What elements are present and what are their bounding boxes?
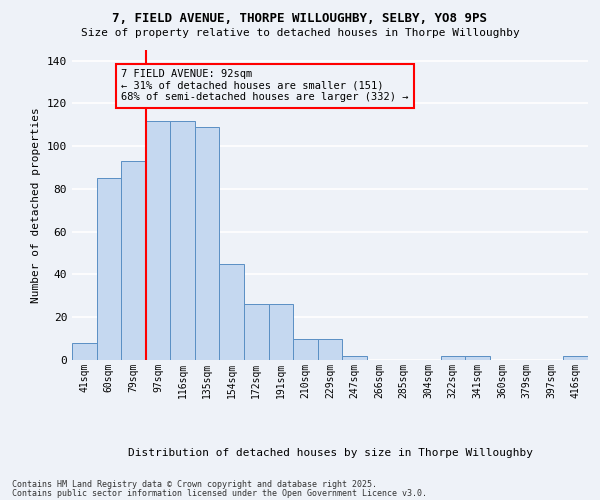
Bar [465, 356, 490, 360]
Bar [293, 338, 318, 360]
Bar [440, 356, 465, 360]
Y-axis label: Number of detached properties: Number of detached properties [31, 107, 41, 303]
Bar [146, 120, 170, 360]
Bar [563, 356, 588, 360]
Text: Size of property relative to detached houses in Thorpe Willoughby: Size of property relative to detached ho… [80, 28, 520, 38]
X-axis label: Distribution of detached houses by size in Thorpe Willoughby: Distribution of detached houses by size … [128, 448, 533, 458]
Bar [121, 161, 146, 360]
Bar [97, 178, 121, 360]
Text: Contains HM Land Registry data © Crown copyright and database right 2025.: Contains HM Land Registry data © Crown c… [12, 480, 377, 489]
Bar [195, 127, 220, 360]
Text: Contains public sector information licensed under the Open Government Licence v3: Contains public sector information licen… [12, 488, 427, 498]
Bar [170, 120, 195, 360]
Bar [244, 304, 269, 360]
Bar [318, 338, 342, 360]
Bar [269, 304, 293, 360]
Bar [220, 264, 244, 360]
Text: 7, FIELD AVENUE, THORPE WILLOUGHBY, SELBY, YO8 9PS: 7, FIELD AVENUE, THORPE WILLOUGHBY, SELB… [113, 12, 487, 26]
Bar [72, 343, 97, 360]
Bar [342, 356, 367, 360]
Text: 7 FIELD AVENUE: 92sqm
← 31% of detached houses are smaller (151)
68% of semi-det: 7 FIELD AVENUE: 92sqm ← 31% of detached … [121, 69, 409, 102]
